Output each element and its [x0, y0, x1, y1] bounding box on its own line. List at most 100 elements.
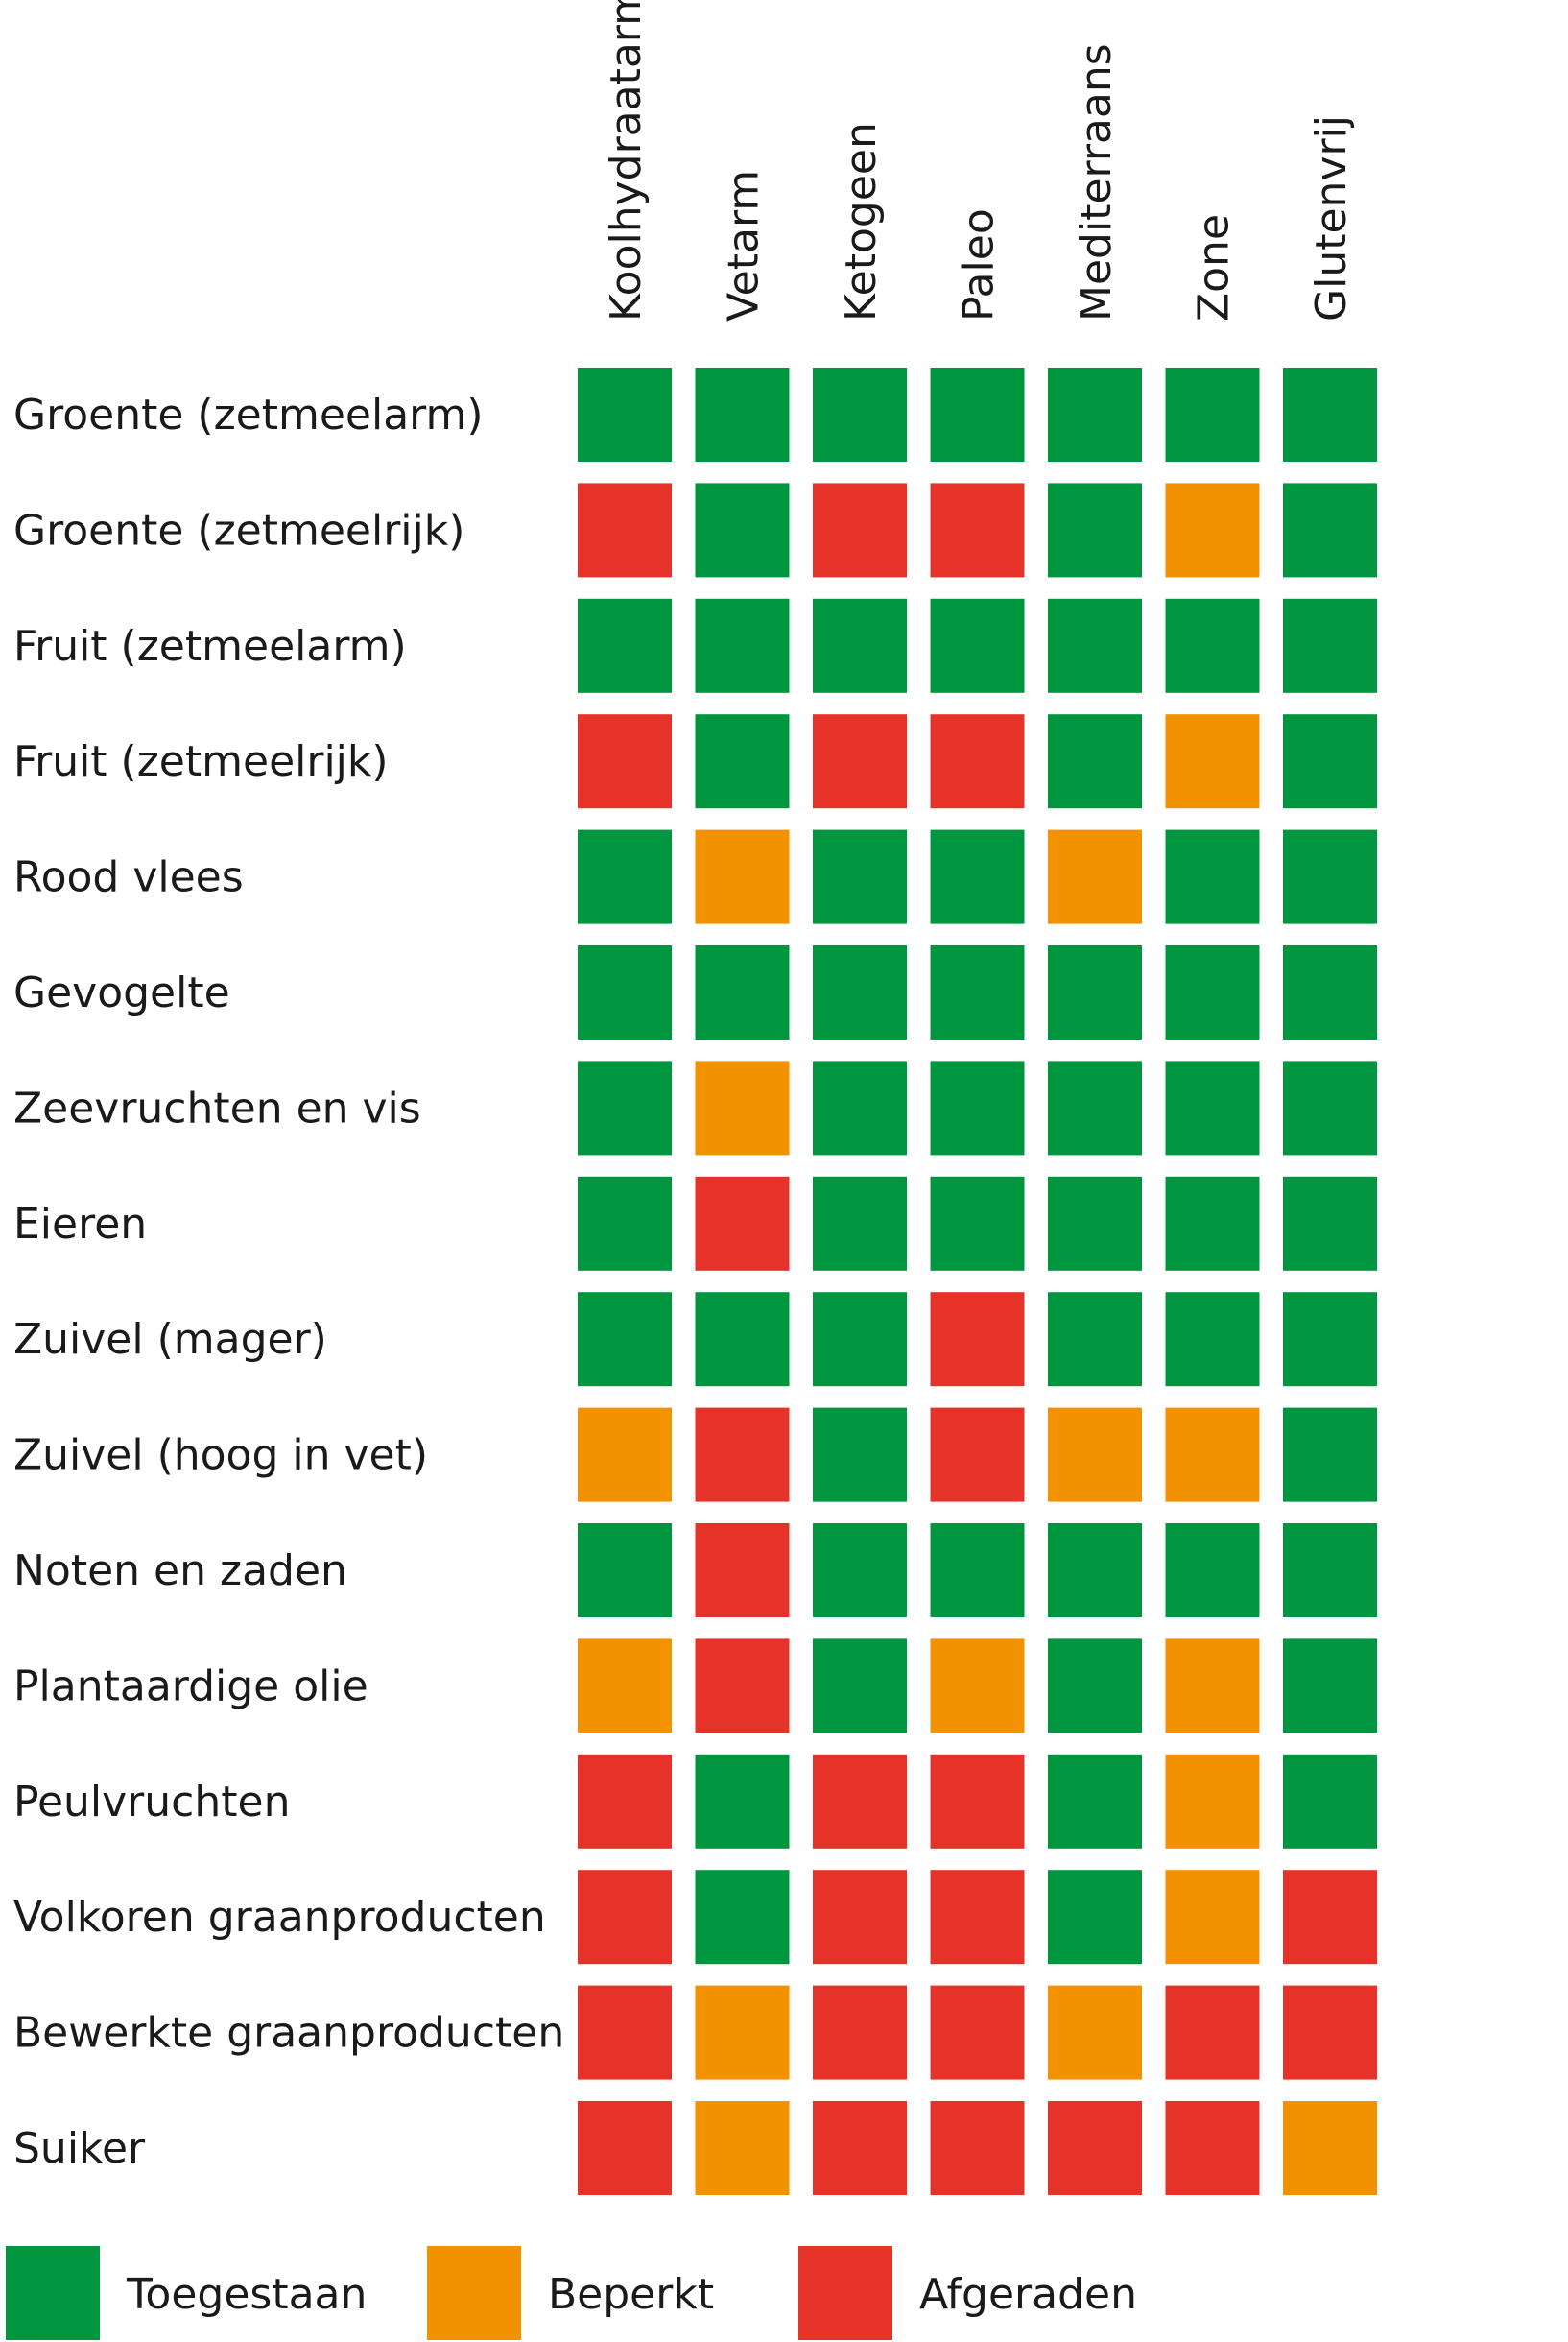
- cell-volkoren-graanproducten-koolhydraatarm: [578, 1870, 672, 1965]
- cell-groente-zetmeelarm-mediterraans: [1048, 368, 1142, 462]
- row-label-volkoren-graanproducten: Volkoren graanproducten: [13, 1893, 546, 1942]
- cell-groente-zetmeelrijk-vetarm: [695, 483, 790, 578]
- cell-suiker-zone: [1165, 2101, 1260, 2195]
- row-label-groente-zetmeelrijk: Groente (zetmeelrijk): [13, 506, 464, 555]
- row-label-bewerkte-graanproducten: Bewerkte graanproducten: [13, 2009, 564, 2058]
- cell-eieren-mediterraans: [1048, 1176, 1142, 1271]
- column-header-koolhydraatarm: Koolhydraatarm: [602, 0, 651, 322]
- cell-bewerkte-graanproducten-koolhydraatarm: [578, 1985, 672, 2080]
- cell-suiker-ketogeen: [813, 2101, 907, 2195]
- cell-plantaardige-olie-zone: [1165, 1638, 1260, 1733]
- cell-zuivel-hoog-in-vet-ketogeen: [813, 1407, 907, 1502]
- row-label-noten-en-zaden: Noten en zaden: [13, 1546, 347, 1595]
- column-header-ketogeen: Ketogeen: [837, 122, 886, 322]
- cell-fruit-zetmeelrijk-zone: [1165, 714, 1260, 809]
- row-label-rood-vlees: Rood vlees: [13, 853, 244, 902]
- cell-zuivel-hoog-in-vet-mediterraans: [1048, 1407, 1142, 1502]
- cell-bewerkte-graanproducten-mediterraans: [1048, 1985, 1142, 2080]
- cell-peulvruchten-koolhydraatarm: [578, 1754, 672, 1849]
- cell-suiker-mediterraans: [1048, 2101, 1142, 2195]
- cell-zuivel-hoog-in-vet-glutenvrij: [1283, 1407, 1377, 1502]
- cell-groente-zetmeelrijk-glutenvrij: [1283, 483, 1377, 578]
- cell-rood-vlees-vetarm: [695, 829, 790, 924]
- cell-noten-en-zaden-zone: [1165, 1523, 1260, 1617]
- cell-zeevruchten-en-vis-glutenvrij: [1283, 1061, 1377, 1156]
- column-header-zone: Zone: [1190, 214, 1239, 322]
- row-label-zeevruchten-en-vis: Zeevruchten en vis: [13, 1084, 421, 1133]
- cell-fruit-zetmeelarm-paleo: [930, 598, 1025, 693]
- row-label-peulvruchten: Peulvruchten: [13, 1778, 290, 1827]
- cell-fruit-zetmeelrijk-vetarm: [695, 714, 790, 809]
- cell-bewerkte-graanproducten-paleo: [930, 1985, 1025, 2080]
- cell-gevogelte-zone: [1165, 945, 1260, 1040]
- cell-eieren-zone: [1165, 1176, 1260, 1271]
- cell-rood-vlees-ketogeen: [813, 829, 907, 924]
- row-label-groente-zetmeelarm: Groente (zetmeelarm): [13, 391, 484, 440]
- legend-swatch-toegestaan: [6, 2246, 100, 2340]
- cell-noten-en-zaden-glutenvrij: [1283, 1523, 1377, 1617]
- cell-fruit-zetmeelarm-glutenvrij: [1283, 598, 1377, 693]
- cell-eieren-ketogeen: [813, 1176, 907, 1271]
- cell-peulvruchten-glutenvrij: [1283, 1754, 1377, 1849]
- cell-zuivel-mager-glutenvrij: [1283, 1292, 1377, 1387]
- cell-groente-zetmeelarm-zone: [1165, 368, 1260, 462]
- cell-fruit-zetmeelarm-vetarm: [695, 598, 790, 693]
- cell-noten-en-zaden-mediterraans: [1048, 1523, 1142, 1617]
- cell-zuivel-mager-zone: [1165, 1292, 1260, 1387]
- cell-zuivel-hoog-in-vet-paleo: [930, 1407, 1025, 1502]
- cell-volkoren-graanproducten-mediterraans: [1048, 1870, 1142, 1965]
- column-header-glutenvrij: Glutenvrij: [1307, 115, 1356, 322]
- cell-plantaardige-olie-mediterraans: [1048, 1638, 1142, 1733]
- legend-swatch-afgeraden: [798, 2246, 892, 2340]
- cell-gevogelte-paleo: [930, 945, 1025, 1040]
- cell-fruit-zetmeelrijk-glutenvrij: [1283, 714, 1377, 809]
- cell-zuivel-mager-vetarm: [695, 1292, 790, 1387]
- cell-suiker-koolhydraatarm: [578, 2101, 672, 2195]
- heatmap-cells: [578, 368, 1377, 2195]
- cell-zuivel-mager-paleo: [930, 1292, 1025, 1387]
- legend-label-beperkt: Beperkt: [548, 2270, 714, 2319]
- cell-gevogelte-koolhydraatarm: [578, 945, 672, 1040]
- cell-rood-vlees-glutenvrij: [1283, 829, 1377, 924]
- cell-plantaardige-olie-koolhydraatarm: [578, 1638, 672, 1733]
- cell-rood-vlees-mediterraans: [1048, 829, 1142, 924]
- cell-volkoren-graanproducten-zone: [1165, 1870, 1260, 1965]
- cell-zeevruchten-en-vis-koolhydraatarm: [578, 1061, 672, 1156]
- cell-gevogelte-glutenvrij: [1283, 945, 1377, 1040]
- cell-fruit-zetmeelarm-ketogeen: [813, 598, 907, 693]
- cell-rood-vlees-koolhydraatarm: [578, 829, 672, 924]
- cell-volkoren-graanproducten-vetarm: [695, 1870, 790, 1965]
- column-header-mediterraans: Mediterraans: [1072, 43, 1121, 322]
- legend-swatch-beperkt: [427, 2246, 521, 2340]
- cell-gevogelte-mediterraans: [1048, 945, 1142, 1040]
- cell-peulvruchten-ketogeen: [813, 1754, 907, 1849]
- cell-fruit-zetmeelrijk-ketogeen: [813, 714, 907, 809]
- cell-groente-zetmeelarm-vetarm: [695, 368, 790, 462]
- column-header-paleo: Paleo: [955, 208, 1004, 322]
- cell-volkoren-graanproducten-glutenvrij: [1283, 1870, 1377, 1965]
- cell-volkoren-graanproducten-paleo: [930, 1870, 1025, 1965]
- legend: Toegestaan Beperkt Afgeraden: [6, 2246, 1137, 2340]
- cell-bewerkte-graanproducten-zone: [1165, 1985, 1260, 2080]
- cell-rood-vlees-zone: [1165, 829, 1260, 924]
- row-label-eieren: Eieren: [13, 1200, 147, 1249]
- row-label-gevogelte: Gevogelte: [13, 968, 230, 1017]
- cell-zeevruchten-en-vis-mediterraans: [1048, 1061, 1142, 1156]
- cell-plantaardige-olie-paleo: [930, 1638, 1025, 1733]
- cell-zeevruchten-en-vis-vetarm: [695, 1061, 790, 1156]
- cell-zeevruchten-en-vis-paleo: [930, 1061, 1025, 1156]
- cell-noten-en-zaden-vetarm: [695, 1523, 790, 1617]
- cell-noten-en-zaden-koolhydraatarm: [578, 1523, 672, 1617]
- legend-label-toegestaan: Toegestaan: [126, 2270, 367, 2319]
- cell-volkoren-graanproducten-ketogeen: [813, 1870, 907, 1965]
- cell-groente-zetmeelarm-paleo: [930, 368, 1025, 462]
- cell-fruit-zetmeelrijk-koolhydraatarm: [578, 714, 672, 809]
- cell-peulvruchten-paleo: [930, 1754, 1025, 1849]
- cell-eieren-koolhydraatarm: [578, 1176, 672, 1271]
- cell-peulvruchten-vetarm: [695, 1754, 790, 1849]
- cell-peulvruchten-zone: [1165, 1754, 1260, 1849]
- cell-gevogelte-ketogeen: [813, 945, 907, 1040]
- cell-groente-zetmeelrijk-ketogeen: [813, 483, 907, 578]
- cell-noten-en-zaden-paleo: [930, 1523, 1025, 1617]
- cell-fruit-zetmeelarm-zone: [1165, 598, 1260, 693]
